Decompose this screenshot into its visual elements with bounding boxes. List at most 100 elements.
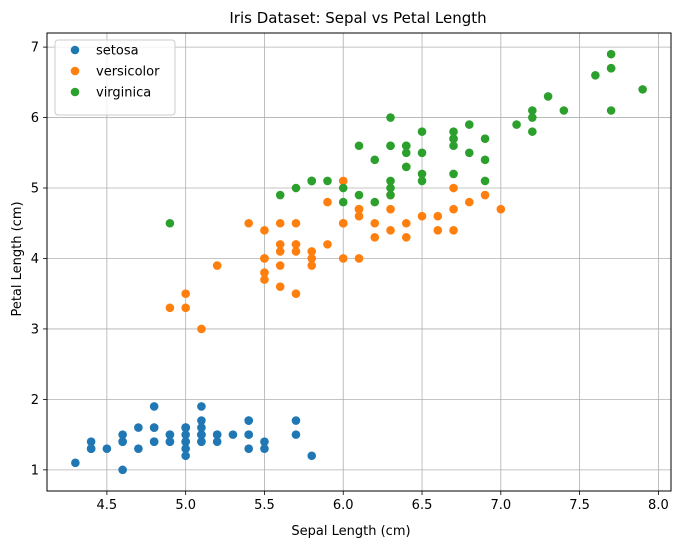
setosa-point — [291, 416, 301, 425]
virginica-point — [480, 176, 490, 186]
setosa-point — [149, 423, 159, 432]
x-tick-label: 7.5 — [569, 498, 590, 513]
x-tick-label: 8.0 — [648, 498, 669, 513]
axis-ticks: 4.5 5.0 5.5 6.0 6.5 7.0 7.5 8.0 1 2 3 4 5 6 7 — [31, 41, 669, 513]
versicolor-point — [401, 233, 411, 242]
y-tick-label: 1 — [31, 463, 39, 478]
versicolor-point — [291, 247, 301, 256]
virginica-point — [449, 141, 458, 151]
setosa-point — [244, 416, 253, 425]
setosa-point — [118, 465, 127, 475]
virginica-point — [370, 197, 380, 207]
virginica-point — [528, 113, 537, 122]
versicolor-point — [370, 233, 380, 242]
legend-marker-virginica — [70, 87, 80, 97]
virginica-point — [291, 183, 301, 193]
virginica-point — [465, 148, 474, 158]
virginica-point — [401, 148, 411, 158]
series-versicolor — [165, 176, 506, 334]
versicolor-point — [401, 218, 411, 228]
setosa-point — [102, 444, 112, 454]
setosa-point — [197, 430, 206, 439]
versicolor-point — [181, 303, 190, 313]
virginica-point — [386, 113, 395, 122]
setosa-point — [181, 437, 190, 446]
legend-marker-setosa — [70, 45, 80, 55]
virginica-point — [543, 92, 553, 101]
virginica-point — [417, 176, 427, 186]
virginica-point — [386, 183, 395, 193]
versicolor-point — [260, 225, 269, 235]
versicolor-point — [275, 282, 285, 291]
setosa-point — [197, 423, 206, 432]
y-tick-label: 3 — [31, 322, 39, 337]
setosa-point — [197, 437, 206, 446]
virginica-point — [417, 127, 427, 136]
versicolor-point — [417, 211, 427, 221]
virginica-point — [386, 141, 395, 151]
series-virginica — [165, 49, 647, 228]
x-tick-label: 5.0 — [175, 498, 196, 513]
virginica-point — [606, 49, 616, 59]
virginica-point — [401, 162, 411, 172]
versicolor-point — [165, 303, 175, 313]
versicolor-point — [449, 183, 458, 193]
versicolor-point — [433, 211, 443, 221]
versicolor-point — [275, 247, 285, 256]
virginica-point — [165, 218, 175, 228]
y-tick-label: 7 — [31, 41, 39, 56]
setosa-point — [260, 437, 269, 446]
versicolor-point — [449, 225, 458, 235]
y-tick-label: 4 — [31, 252, 39, 267]
versicolor-point — [244, 218, 253, 228]
x-tick-label: 5.5 — [254, 498, 275, 513]
virginica-point — [401, 141, 411, 151]
virginica-point — [638, 85, 647, 94]
virginica-point — [338, 197, 348, 207]
versicolor-point — [338, 218, 348, 228]
legend-label-setosa: setosa — [96, 44, 139, 59]
data-points — [71, 49, 647, 475]
setosa-point — [181, 423, 190, 432]
y-tick-label: 6 — [31, 111, 39, 126]
virginica-point — [528, 127, 537, 136]
versicolor-point — [307, 254, 317, 263]
virginica-point — [449, 169, 458, 179]
versicolor-point — [449, 204, 458, 214]
virginica-point — [386, 176, 395, 186]
versicolor-point — [386, 204, 395, 214]
versicolor-point — [386, 225, 395, 235]
setosa-point — [197, 402, 206, 411]
plot-area-frame — [46, 32, 672, 492]
versicolor-point — [354, 211, 364, 221]
versicolor-point — [307, 247, 317, 256]
virginica-point — [417, 148, 427, 158]
virginica-point — [606, 106, 616, 115]
legend-label-virginica: virginica — [96, 86, 151, 101]
virginica-point — [417, 169, 427, 179]
versicolor-point — [354, 254, 364, 263]
legend: setosa versicolor virginica — [54, 39, 176, 116]
setosa-point — [86, 437, 96, 446]
y-axis-label: Petal Length (cm) — [10, 201, 25, 316]
setosa-point — [118, 430, 127, 439]
versicolor-point — [260, 268, 269, 277]
setosa-point — [181, 430, 190, 439]
versicolor-point — [354, 204, 364, 214]
setosa-point — [165, 430, 175, 439]
setosa-point — [212, 437, 222, 446]
setosa-point — [260, 444, 269, 454]
virginica-point — [338, 183, 348, 193]
setosa-point — [86, 444, 96, 454]
setosa-point — [118, 437, 127, 446]
setosa-point — [165, 437, 175, 446]
y-tick-label: 5 — [31, 182, 39, 197]
versicolor-point — [181, 289, 190, 299]
setosa-point — [197, 416, 206, 425]
x-tick-label: 6.5 — [412, 498, 433, 513]
legend-marker-versicolor — [70, 66, 80, 76]
versicolor-point — [291, 289, 301, 299]
setosa-point — [244, 430, 253, 439]
setosa-point — [244, 444, 253, 454]
setosa-point — [291, 430, 301, 439]
